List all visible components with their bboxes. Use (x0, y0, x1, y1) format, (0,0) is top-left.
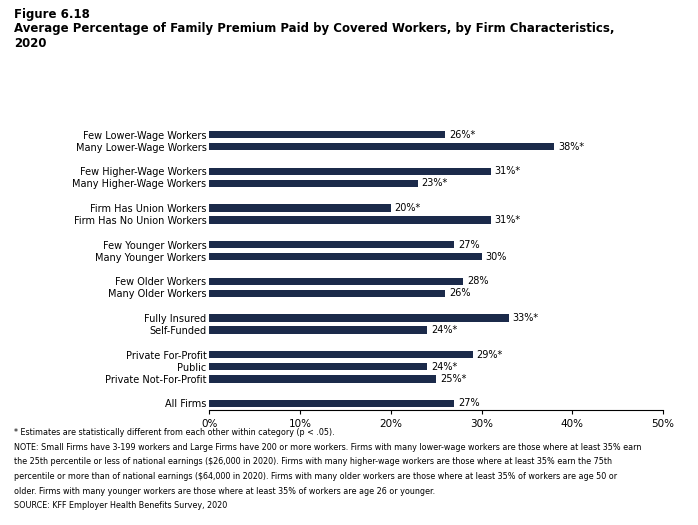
Text: Average Percentage of Family Premium Paid by Covered Workers, by Firm Characteri: Average Percentage of Family Premium Pai… (14, 22, 614, 35)
Bar (209, 314, 509, 321)
Bar (209, 143, 554, 151)
Bar (209, 180, 418, 187)
Text: 27%: 27% (458, 398, 480, 408)
Text: * Estimates are statistically different from each other within category (p < .05: * Estimates are statistically different … (14, 428, 334, 437)
Bar (209, 204, 391, 212)
Text: older. Firms with many younger workers are those where at least 35% of workers a: older. Firms with many younger workers a… (14, 487, 435, 496)
Text: 24%*: 24%* (431, 362, 457, 372)
Text: 30%: 30% (485, 252, 507, 262)
Bar (209, 241, 454, 248)
Text: 31%*: 31%* (494, 215, 521, 225)
Text: percentile or more than of national earnings ($64,000 in 2020). Firms with many : percentile or more than of national earn… (14, 472, 617, 481)
Bar (209, 253, 482, 260)
Text: 2020: 2020 (14, 37, 47, 50)
Text: Figure 6.18: Figure 6.18 (14, 8, 90, 21)
Text: 38%*: 38%* (558, 142, 584, 152)
Text: NOTE: Small Firms have 3-199 workers and Large Firms have 200 or more workers. F: NOTE: Small Firms have 3-199 workers and… (14, 443, 641, 452)
Bar (209, 400, 454, 407)
Text: 33%*: 33%* (512, 313, 539, 323)
Text: 25%*: 25%* (440, 374, 466, 384)
Text: 27%: 27% (458, 239, 480, 249)
Bar (209, 290, 445, 297)
Text: SOURCE: KFF Employer Health Benefits Survey, 2020: SOURCE: KFF Employer Health Benefits Sur… (14, 501, 228, 510)
Text: 23%*: 23%* (422, 178, 448, 188)
Bar (209, 327, 427, 334)
Text: 26%*: 26%* (449, 130, 475, 140)
Text: the 25th percentile or less of national earnings ($26,000 in 2020). Firms with m: the 25th percentile or less of national … (14, 457, 612, 466)
Text: 29%*: 29%* (476, 350, 503, 360)
Bar (209, 278, 463, 285)
Text: 26%: 26% (449, 288, 470, 298)
Text: 24%*: 24%* (431, 325, 457, 335)
Bar (209, 351, 473, 358)
Text: 28%: 28% (467, 276, 489, 286)
Bar (209, 216, 491, 224)
Bar (209, 363, 427, 371)
Text: 20%*: 20%* (394, 203, 421, 213)
Text: 31%*: 31%* (494, 166, 521, 176)
Bar (209, 131, 445, 138)
Bar (209, 375, 436, 383)
Bar (209, 167, 491, 175)
